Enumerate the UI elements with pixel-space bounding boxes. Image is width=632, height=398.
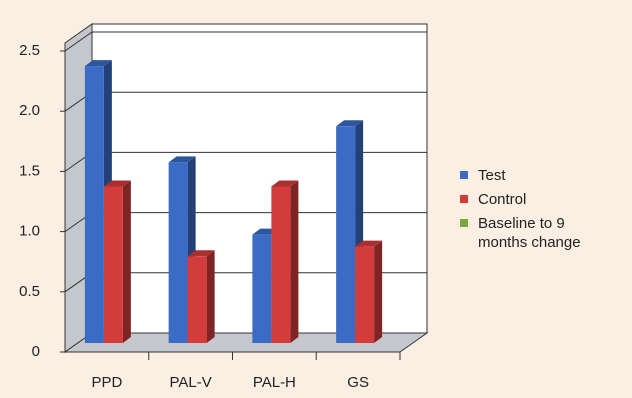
bar-top xyxy=(271,180,299,187)
y-tick-label: 2.5 xyxy=(19,42,40,59)
bar-front xyxy=(84,66,104,343)
bar-top xyxy=(168,156,196,163)
bar-front xyxy=(103,186,123,343)
x-tick-label: GS xyxy=(347,374,369,391)
legend-item: Test xyxy=(460,166,610,185)
bar-front xyxy=(252,234,272,343)
x-tick-label: PAL-H xyxy=(253,374,296,391)
legend-item: Baseline to 9 months change xyxy=(460,214,610,252)
legend-swatch xyxy=(460,195,468,203)
bar-top xyxy=(187,250,215,257)
bar-side xyxy=(290,180,299,343)
x-tick-label: PPD xyxy=(91,374,122,391)
legend-swatch xyxy=(460,219,468,227)
grid-line xyxy=(64,31,427,52)
bar-top xyxy=(336,120,364,127)
legend-label: Test xyxy=(478,167,506,184)
x-tick-label: PAL-V xyxy=(170,374,212,391)
y-tick-label: 0.5 xyxy=(19,283,40,300)
y-tick-label: 0 xyxy=(32,343,40,360)
bar-side xyxy=(122,180,131,343)
bar xyxy=(103,180,131,343)
y-tick-label: 1.0 xyxy=(19,223,40,240)
bar-top xyxy=(355,240,383,247)
bar xyxy=(271,180,299,343)
bar-front xyxy=(355,246,375,343)
legend: Test Control Baseline to 9 months change xyxy=(460,166,610,257)
bar-side xyxy=(374,240,383,343)
bar-front xyxy=(271,186,291,343)
legend-swatch xyxy=(460,171,468,179)
bar xyxy=(187,250,215,343)
bar xyxy=(355,240,383,343)
bar-front xyxy=(168,162,188,343)
bar-top xyxy=(103,180,131,187)
bar-side xyxy=(206,250,215,343)
legend-label: Baseline to 9 months change xyxy=(478,215,581,251)
y-tick-label: 1.5 xyxy=(19,162,40,179)
y-tick-label: 2.0 xyxy=(19,102,40,119)
legend-item: Control xyxy=(460,190,610,209)
bar-top xyxy=(84,60,112,67)
legend-label: Control xyxy=(478,191,527,208)
bar-front xyxy=(336,126,356,343)
bar-front xyxy=(187,256,207,343)
